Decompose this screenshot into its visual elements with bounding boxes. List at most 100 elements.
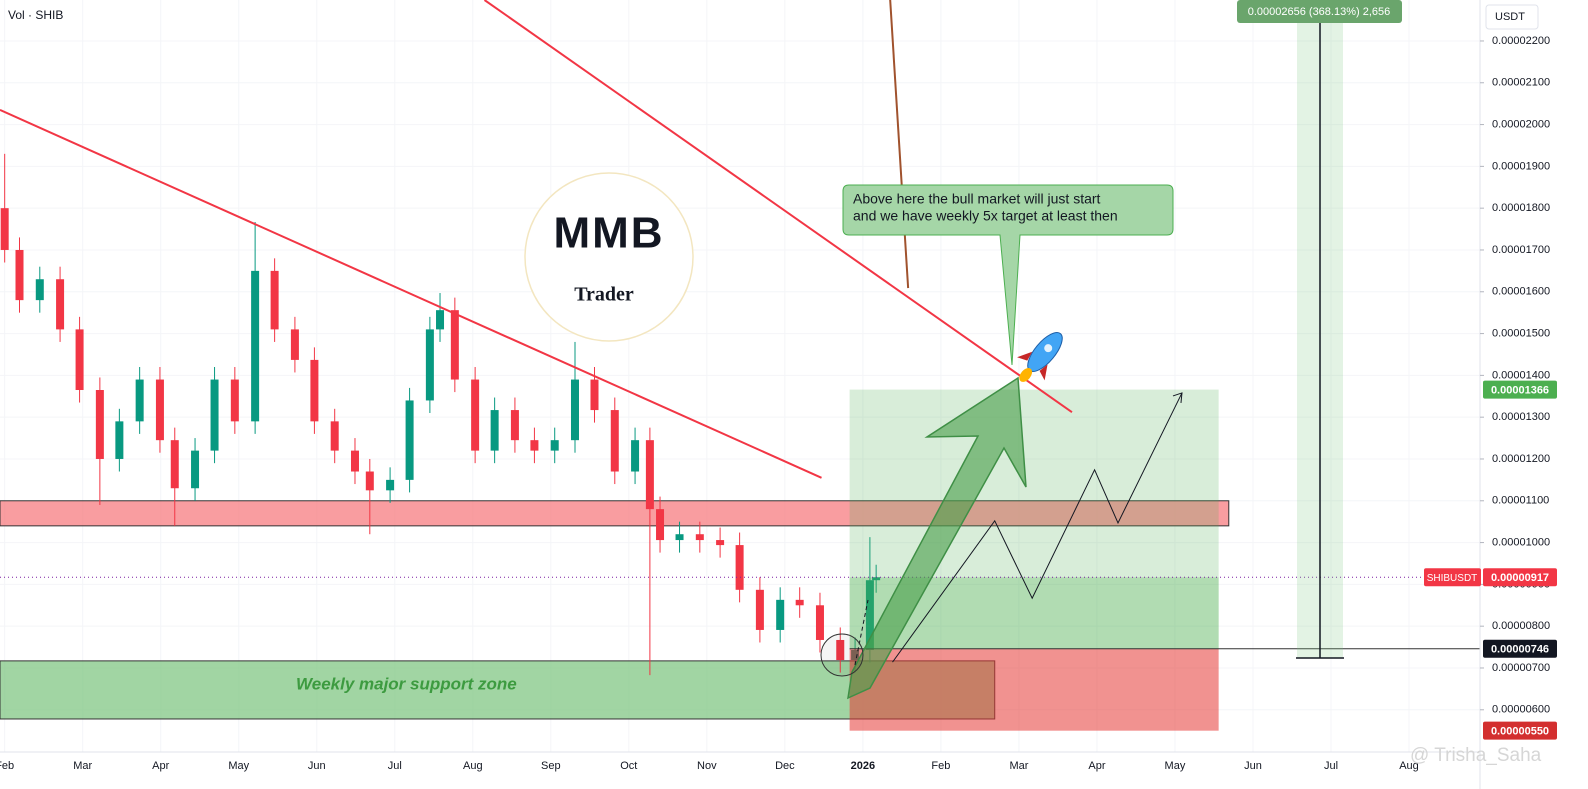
y-tick-label: 0.00001900 (1492, 160, 1550, 172)
candle-body (436, 310, 445, 330)
y-tick-label: 0.00002200 (1492, 35, 1550, 47)
arrow-head (1172, 392, 1183, 403)
candle-body (471, 379, 480, 451)
trendline (483, 0, 1073, 413)
candle-body (656, 509, 665, 541)
y-tick-label: 0.00001000 (1492, 536, 1550, 548)
logo: MMB Trader (524, 172, 694, 342)
x-tick-label: Nov (697, 760, 717, 772)
logo-circle (524, 172, 694, 342)
x-tick-label: 2026 (851, 760, 875, 772)
y-tick-label: 0.00000800 (1492, 620, 1550, 632)
x-tick-label: Mar (73, 760, 92, 772)
x-tick-label: Oct (620, 760, 637, 772)
y-tick-label: 0.00001500 (1492, 327, 1550, 339)
candle-body (836, 639, 845, 661)
zone (0, 660, 996, 720)
candle-body (115, 421, 124, 459)
y-tick-label: 0.00000600 (1492, 704, 1550, 716)
candle-body (735, 545, 744, 590)
support-label: Weekly major support zone (296, 674, 517, 693)
measure-label-box (1237, 0, 1402, 23)
last-price-tag-box (1483, 568, 1557, 587)
x-tick-label: May (1165, 760, 1186, 772)
trendline (889, 0, 910, 289)
candle-body (95, 390, 104, 459)
logo-text: Trader (574, 284, 634, 306)
candle-body (695, 534, 704, 541)
entry-tag-box (1483, 639, 1557, 658)
candle-body (270, 270, 279, 330)
candle-body (865, 580, 874, 651)
measure-label: 0.00002656 (368.13%) 2,656 (1248, 6, 1391, 18)
candle-body (550, 440, 559, 451)
candle-body (56, 279, 65, 330)
candle-body (75, 329, 84, 391)
rocket (1017, 332, 1063, 382)
rocket-window (1044, 344, 1053, 353)
callout-box (842, 184, 1174, 366)
candle-body (610, 410, 619, 472)
trendline (0, 109, 822, 479)
candle-body (330, 421, 339, 451)
candle-body (755, 589, 764, 630)
candle-body (510, 410, 519, 441)
callout-line: and we have weekly 5x target at least th… (853, 208, 1118, 224)
candle-body (290, 329, 299, 360)
candle-body (795, 599, 804, 606)
x-tick-label: Dec (775, 760, 795, 772)
candle-body (631, 440, 640, 472)
x-tick-label: Jun (308, 760, 326, 772)
candle-body (815, 605, 824, 640)
currency-label: USDT (1495, 11, 1525, 23)
candles-layer (0, 153, 881, 676)
x-tick-label: Sep (541, 760, 561, 772)
y-tick-label: 0.00001800 (1492, 202, 1550, 214)
x-tick-label: May (228, 760, 249, 772)
candle-body (251, 270, 260, 422)
candle-body (170, 440, 179, 489)
rocket-fin (1039, 364, 1048, 381)
measure-tool: 0.00002656 (368.13%) 2,656 (1237, 0, 1402, 659)
axes-layer: 0.000006000.000007000.000008000.00000900… (0, 35, 1557, 772)
y-tick-label: 0.00001100 (1492, 495, 1549, 507)
y-tick-label: 0.00001600 (1492, 286, 1550, 298)
x-tick-label: Aug (1399, 760, 1419, 772)
circle-marker (820, 633, 864, 677)
x-tick-label: Apr (1088, 760, 1105, 772)
zones-layer (0, 500, 1230, 720)
stop-zone (849, 648, 1219, 731)
candle-body (405, 400, 414, 480)
zone (0, 500, 1230, 527)
y-tick-label: 0.00002000 (1492, 118, 1550, 130)
candle-body (35, 279, 44, 301)
candle-body (450, 310, 459, 380)
stop-tag-box (1483, 721, 1557, 740)
x-tick-label: Mar (1009, 760, 1028, 772)
y-tick-label: 0.00001700 (1492, 244, 1550, 256)
x-tick-label: Feb (931, 760, 950, 772)
candle-body (645, 440, 654, 510)
candle-body (191, 450, 200, 489)
candle-body (425, 329, 434, 401)
grid-layer (0, 0, 1480, 752)
callout: Above here the bull market will just sta… (842, 184, 1174, 366)
logo-mark: MMB (553, 209, 664, 258)
candle-body (365, 471, 374, 491)
target-tag-label: 0.00001366 (1491, 384, 1549, 396)
stop-tag-label: 0.00000550 (1491, 726, 1549, 738)
candle-body (230, 379, 239, 422)
target-tag-box (1483, 380, 1557, 399)
x-tick-label: Jul (388, 760, 402, 772)
y-tick-label: 0.00000700 (1492, 662, 1550, 674)
candle-body (310, 359, 319, 422)
candle-body (155, 379, 164, 441)
projection-path (892, 392, 1183, 663)
candle-body (15, 249, 24, 301)
big-arrow (847, 376, 1027, 700)
symbol-tag-box (1424, 568, 1481, 587)
y-tick-label: 0.00001400 (1492, 369, 1550, 381)
y-tick-label: 0.00001200 (1492, 453, 1550, 465)
candle-body (0, 208, 9, 250)
